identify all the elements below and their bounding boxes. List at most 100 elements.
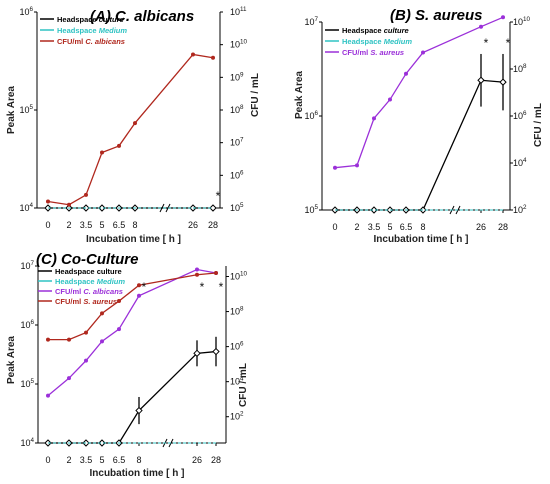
left-tick-label: 105 — [20, 378, 34, 389]
data-point — [84, 358, 88, 363]
chart-panel-2: 105 106 107 102 104 106 108 1010 0 2 3.5 5 6.5 8 26 28 I… — [294, 7, 544, 245]
data-point — [191, 52, 195, 57]
right-tick-label: 106 — [513, 110, 527, 121]
data-point — [117, 299, 121, 304]
x-tick-label: 5 — [99, 455, 104, 465]
data-point — [135, 406, 143, 415]
right-tick-label: 106 — [230, 341, 244, 352]
left-axis-label: Peak Area — [6, 86, 17, 134]
series-1 — [331, 53, 507, 214]
right-axis-label: CFU / mL — [238, 363, 249, 407]
x-tick-label: 3.5 — [80, 455, 93, 465]
x-tick-label: 8 — [420, 222, 425, 232]
x-axis-label: Incubation time [ h ] — [86, 234, 181, 245]
right-tick-label: 109 — [230, 71, 244, 82]
x-tick-label: 8 — [136, 455, 141, 465]
legend-entry: Headspace culture — [57, 15, 124, 24]
legend-entry: CFU/ml C. albicans — [55, 287, 123, 296]
data-point — [100, 339, 104, 344]
data-point — [67, 202, 71, 207]
x-tick-label: 6.5 — [113, 455, 126, 465]
data-point — [137, 293, 141, 298]
left-tick-label: 107 — [20, 260, 34, 271]
legend-entry: Headspace culture — [342, 26, 409, 35]
data-point — [212, 347, 220, 356]
significance-asterisk: * — [216, 189, 221, 203]
right-tick-label: 102 — [230, 411, 244, 422]
series-line — [47, 268, 217, 397]
right-tick-label: 1011 — [230, 6, 247, 17]
left-tick-label: 107 — [304, 16, 318, 27]
legend-entry: Headspace Medium — [55, 277, 125, 286]
left-tick-label: 105 — [304, 204, 318, 215]
x-tick-label: 26 — [188, 220, 198, 230]
x-tick-label: 3.5 — [80, 220, 93, 230]
right-tick-label: 107 — [230, 137, 244, 148]
left-axis-label: Peak Area — [6, 336, 17, 384]
x-tick-label: 28 — [498, 222, 508, 232]
data-point — [501, 15, 505, 20]
right-tick-label: 1010 — [513, 16, 531, 27]
data-point — [137, 283, 141, 288]
x-tick-label: 26 — [192, 455, 202, 465]
series-1 — [44, 336, 220, 447]
data-point — [46, 393, 50, 398]
data-point — [100, 311, 104, 316]
x-tick-label: 28 — [211, 455, 221, 465]
data-point — [117, 143, 121, 148]
data-point — [333, 165, 337, 170]
x-tick-label: 26 — [476, 222, 486, 232]
right-tick-label: 104 — [513, 157, 527, 168]
significance-asterisk: * — [142, 280, 147, 294]
data-point — [195, 267, 199, 272]
data-point — [499, 78, 507, 86]
data-point — [46, 199, 50, 204]
right-tick-label: 108 — [230, 306, 244, 317]
x-tick-label: 2 — [66, 455, 71, 465]
data-point — [193, 349, 201, 358]
data-point — [46, 337, 50, 342]
series-line — [47, 53, 214, 206]
data-point — [370, 206, 378, 214]
right-axis-label: CFU / mL — [533, 103, 544, 147]
x-axis-label: Incubation time [ h ] — [374, 234, 469, 245]
x-tick-label: 3.5 — [368, 222, 381, 232]
right-tick-label: 105 — [230, 202, 244, 213]
series-line — [48, 272, 217, 341]
legend-entry: CFU/ml S. aureus — [342, 48, 404, 57]
significance-asterisk: * — [484, 36, 489, 50]
data-point — [98, 204, 106, 212]
legend-entry: Headspace Medium — [342, 37, 412, 46]
chart-title: (A) C. albicans — [90, 8, 194, 25]
data-point — [84, 192, 88, 197]
left-tick-label: 106 — [304, 110, 318, 121]
left-tick-label: 106 — [19, 6, 33, 17]
x-tick-label: 6.5 — [113, 220, 126, 230]
x-tick-label: 8 — [132, 220, 137, 230]
chart-title: (B) S. aureus — [390, 7, 483, 24]
right-tick-label: 104 — [230, 376, 244, 387]
left-tick-label: 104 — [20, 437, 34, 448]
series-line — [334, 16, 504, 169]
left-tick-label: 105 — [19, 104, 33, 115]
x-tick-label: 5 — [387, 222, 392, 232]
data-point — [404, 71, 408, 76]
data-point — [195, 272, 199, 277]
data-point — [84, 330, 88, 335]
series-3 — [46, 52, 215, 207]
data-point — [100, 150, 104, 155]
x-tick-label: 28 — [208, 220, 218, 230]
data-point — [421, 50, 425, 55]
legend-entry: CFU/ml C. albicans — [57, 37, 125, 46]
data-point — [67, 376, 71, 381]
x-tick-label: 2 — [66, 220, 71, 230]
right-tick-label: 108 — [230, 104, 244, 115]
legend-entry: Headspace Medium — [57, 26, 127, 35]
x-tick-label: 6.5 — [400, 222, 413, 232]
series-3 — [333, 15, 505, 170]
right-tick-label: 1010 — [230, 39, 248, 50]
right-tick-label: 106 — [230, 169, 244, 180]
x-tick-label: 2 — [354, 222, 359, 232]
left-tick-label: 106 — [20, 319, 34, 330]
